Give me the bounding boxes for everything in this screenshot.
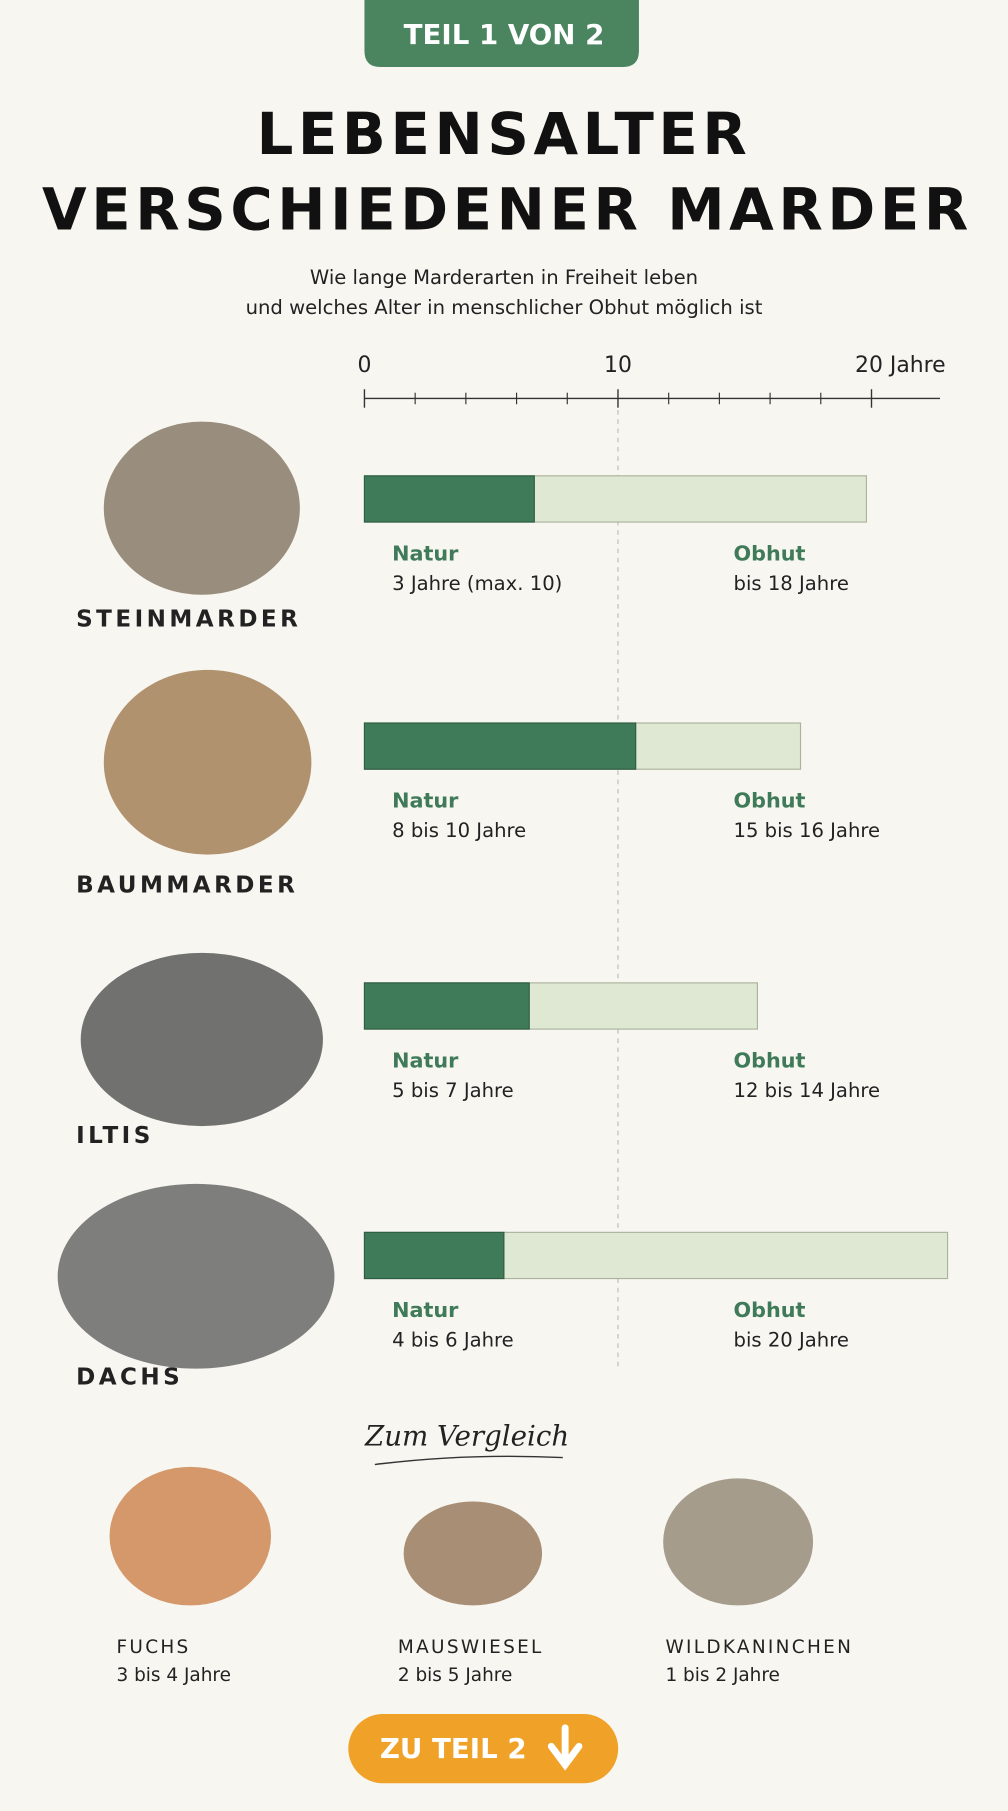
comparison-name: FUCHS — [116, 1637, 190, 1658]
fuchs-image — [109, 1466, 272, 1606]
species-name: BAUMMARDER — [76, 872, 298, 898]
dachs-image — [57, 1183, 335, 1369]
species-name: STEINMARDER — [76, 607, 301, 633]
part-tab — [364, 0, 639, 67]
obhut-label: Obhut — [734, 789, 806, 813]
tick-label: 0 — [357, 353, 371, 378]
natur-bar — [363, 1231, 505, 1280]
species-name: ILTIS — [76, 1123, 154, 1149]
natur-text: 8 bis 10 Jahre — [392, 819, 526, 842]
obhut-label: Obhut — [734, 1298, 806, 1322]
title-line: VERSCHIEDENER MARDER — [42, 175, 973, 243]
comparison-title: Zum Vergleich — [364, 1419, 569, 1452]
arrow-icon[interactable] — [547, 1724, 583, 1771]
natur-label: Natur — [392, 1048, 459, 1072]
species-name: DACHS — [76, 1364, 183, 1390]
obhut-text: bis 20 Jahre — [734, 1328, 849, 1351]
next-button[interactable] — [348, 1713, 619, 1784]
natur-text: 3 Jahre (max. 10) — [392, 572, 562, 595]
wildkaninchen-image — [663, 1478, 814, 1606]
comparison-text: 3 bis 4 Jahre — [116, 1665, 230, 1686]
tick-label: 10 — [604, 353, 632, 378]
comparison-name: MAUSWIESEL — [398, 1637, 544, 1658]
iltis-image — [80, 952, 323, 1127]
natur-text: 4 bis 6 Jahre — [392, 1328, 514, 1351]
steinmarder-image — [103, 421, 300, 595]
tab-label: TEIL 1 VON 2 — [404, 18, 605, 51]
comparison-text: 2 bis 5 Jahre — [398, 1665, 512, 1686]
title-line: LEBENSALTER — [257, 100, 752, 168]
obhut-label: Obhut — [734, 541, 806, 565]
obhut-text: bis 18 Jahre — [734, 572, 849, 595]
natur-bar — [363, 722, 637, 770]
natur-text: 5 bis 7 Jahre — [392, 1079, 514, 1102]
obhut-text: 15 bis 16 Jahre — [734, 819, 881, 842]
subtitle-line: Wie lange Marderarten in Freiheit leben — [310, 266, 698, 289]
natur-label: Natur — [392, 541, 459, 565]
tick-label: 20 Jahre — [855, 353, 946, 378]
obhut-text: 12 bis 14 Jahre — [734, 1079, 881, 1102]
underline — [374, 1455, 563, 1466]
natur-bar — [363, 475, 535, 523]
natur-label: Natur — [392, 1298, 459, 1322]
comparison-name: WILDKANINCHEN — [665, 1637, 853, 1658]
mauswiesel-image — [403, 1501, 543, 1606]
animal-illustrations — [57, 421, 814, 1606]
baummarder-image — [103, 669, 312, 855]
natur-label: Natur — [392, 789, 459, 813]
button-label[interactable]: ZU TEIL 2 — [380, 1732, 527, 1765]
comparison-text: 1 bis 2 Jahre — [665, 1665, 779, 1686]
subtitle-line: und welches Alter in menschlicher Obhut … — [246, 296, 763, 319]
obhut-label: Obhut — [734, 1048, 806, 1072]
natur-bar — [363, 982, 530, 1030]
